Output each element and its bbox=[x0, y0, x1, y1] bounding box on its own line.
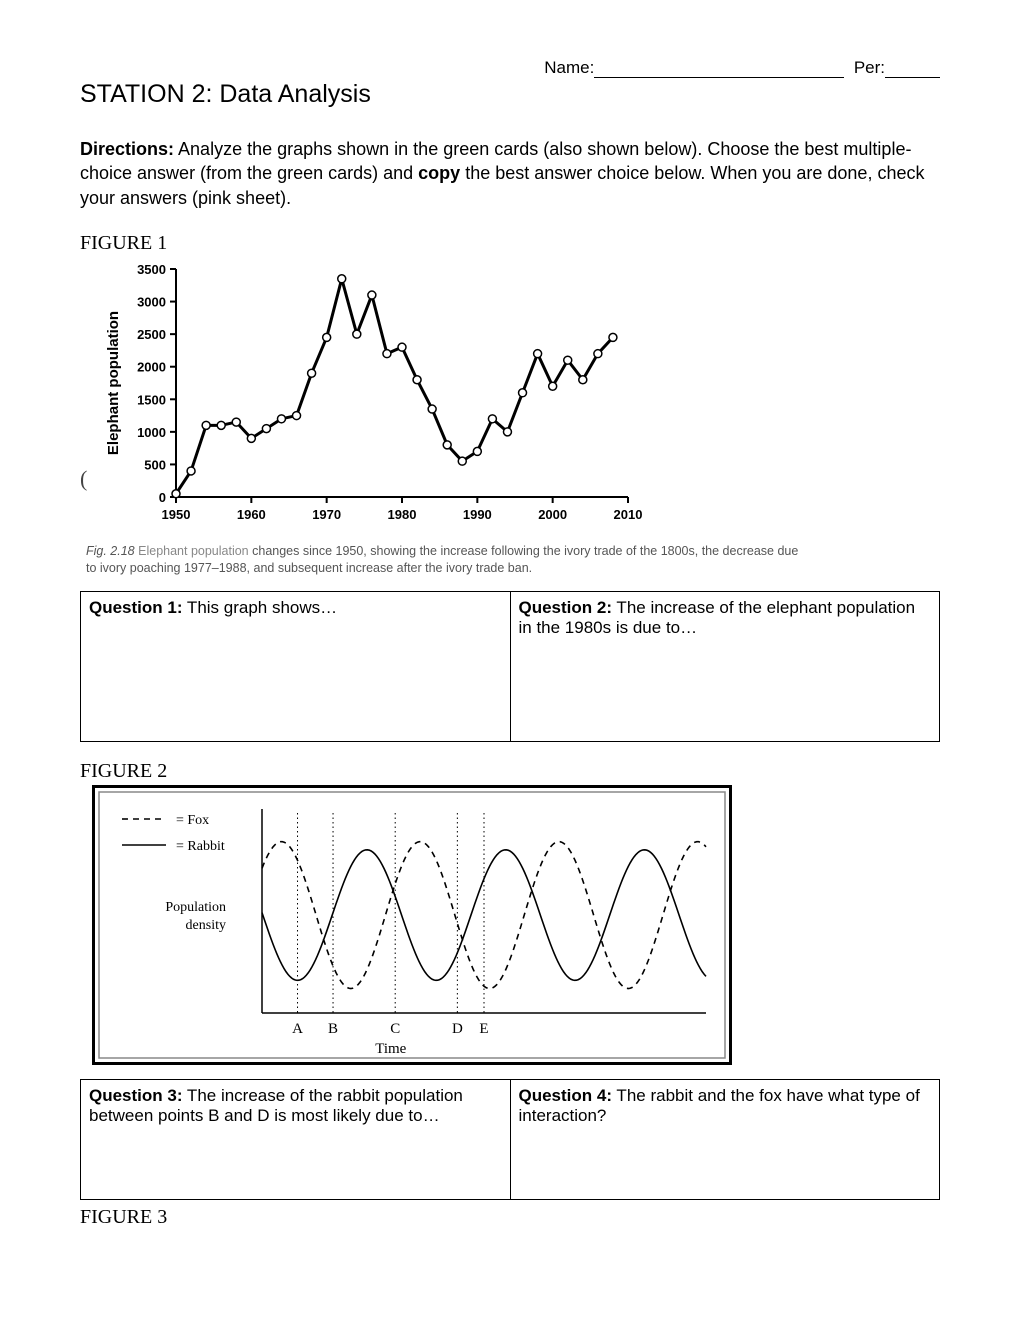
svg-text:density: density bbox=[186, 918, 226, 933]
svg-text:1950: 1950 bbox=[162, 507, 191, 522]
svg-text:= Fox: = Fox bbox=[176, 813, 209, 828]
svg-text:D: D bbox=[452, 1021, 463, 1037]
directions-copy: copy bbox=[418, 163, 460, 183]
svg-text:1990: 1990 bbox=[463, 507, 492, 522]
page-title: STATION 2: Data Analysis bbox=[80, 80, 940, 109]
figure1-caption-lead: Fig. 2.18 bbox=[86, 544, 135, 558]
question-4-cell[interactable]: Question 4: The rabbit and the fox have … bbox=[510, 1079, 940, 1199]
svg-text:2500: 2500 bbox=[137, 327, 166, 342]
svg-text:1000: 1000 bbox=[137, 425, 166, 440]
svg-text:1500: 1500 bbox=[137, 392, 166, 407]
svg-text:0: 0 bbox=[159, 490, 166, 505]
figure2-chart: A B C DE Time Population density = Fox = Rabbit bbox=[92, 785, 732, 1065]
svg-text:3000: 3000 bbox=[137, 294, 166, 309]
svg-text:500: 500 bbox=[144, 457, 166, 472]
per-blank[interactable] bbox=[885, 77, 940, 78]
svg-text:E: E bbox=[479, 1021, 488, 1037]
svg-text:1960: 1960 bbox=[237, 507, 266, 522]
svg-text:2000: 2000 bbox=[137, 360, 166, 375]
svg-text:2000: 2000 bbox=[538, 507, 567, 522]
svg-text:Population: Population bbox=[165, 900, 226, 915]
figure1-chart: 0 500 1000 1500 2000 2500 3000 3500 1950 1960 1970… bbox=[86, 257, 646, 537]
directions-label: Directions: bbox=[80, 139, 174, 159]
question-4-label: Question 4: bbox=[519, 1086, 613, 1105]
figure1-caption-em: Elephant population bbox=[138, 544, 249, 558]
name-label: Name: bbox=[544, 58, 594, 77]
directions: Directions: Analyze the graphs shown in … bbox=[80, 137, 940, 210]
question-3-label: Question 3: bbox=[89, 1086, 183, 1105]
question-1-text: This graph shows… bbox=[183, 598, 338, 617]
figure2-svg: A B C DE Time Population density = Fox = Rabbit bbox=[92, 785, 732, 1065]
svg-text:1970: 1970 bbox=[312, 507, 341, 522]
figure1-svg: 0 500 1000 1500 2000 2500 3000 3500 1950 1960 1970… bbox=[86, 257, 646, 537]
figure2-label: FIGURE 2 bbox=[80, 760, 940, 783]
question-2-cell[interactable]: Question 2: The increase of the elephant… bbox=[510, 591, 940, 741]
svg-text:Time: Time bbox=[375, 1041, 406, 1057]
figure3-label: FIGURE 3 bbox=[80, 1206, 940, 1229]
svg-text:1980: 1980 bbox=[388, 507, 417, 522]
figure1-caption: Fig. 2.18 Elephant population changes si… bbox=[86, 543, 806, 577]
questions-table-1: Question 1: This graph shows… Question 2… bbox=[80, 591, 940, 742]
header-fields: Name: Per: bbox=[544, 58, 940, 78]
svg-text:3500: 3500 bbox=[137, 262, 166, 277]
question-1-label: Question 1: bbox=[89, 598, 183, 617]
svg-text:C: C bbox=[390, 1021, 400, 1037]
svg-text:2010: 2010 bbox=[614, 507, 643, 522]
svg-text:B: B bbox=[328, 1021, 338, 1037]
svg-text:A: A bbox=[292, 1021, 303, 1037]
questions-table-2: Question 3: The increase of the rabbit p… bbox=[80, 1079, 940, 1200]
per-label: Per: bbox=[854, 58, 885, 77]
figure1-label: FIGURE 1 bbox=[80, 232, 940, 255]
question-3-cell[interactable]: Question 3: The increase of the rabbit p… bbox=[81, 1079, 511, 1199]
svg-text:= Rabbit: = Rabbit bbox=[176, 839, 225, 854]
question-2-label: Question 2: bbox=[519, 598, 613, 617]
svg-text:Elephant population: Elephant population bbox=[105, 311, 122, 455]
question-1-cell[interactable]: Question 1: This graph shows… bbox=[81, 591, 511, 741]
page: Name: Per: STATION 2: Data Analysis Dire… bbox=[0, 0, 1020, 1320]
name-blank[interactable] bbox=[594, 77, 844, 78]
